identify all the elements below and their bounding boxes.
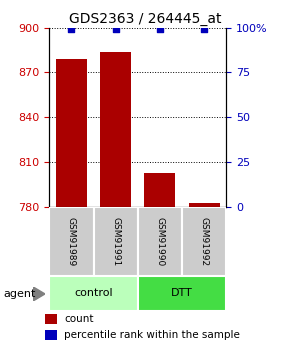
Bar <box>144 172 175 207</box>
Bar <box>45 314 57 324</box>
Bar <box>49 207 93 276</box>
Point <box>157 27 162 32</box>
Bar <box>100 51 131 207</box>
Bar <box>93 207 138 276</box>
Bar <box>49 276 138 310</box>
Point <box>113 27 118 32</box>
Text: DTT: DTT <box>171 288 193 298</box>
Text: GSM91989: GSM91989 <box>67 217 76 266</box>
Bar <box>56 59 87 207</box>
Text: count: count <box>64 314 94 324</box>
Bar <box>182 207 226 276</box>
Bar <box>138 207 182 276</box>
Text: control: control <box>74 288 113 298</box>
Text: GSM91990: GSM91990 <box>155 217 164 266</box>
Text: GSM91991: GSM91991 <box>111 217 120 266</box>
Text: agent: agent <box>3 289 35 299</box>
Text: percentile rank within the sample: percentile rank within the sample <box>64 330 240 340</box>
Point <box>69 27 74 32</box>
Text: GSM91992: GSM91992 <box>200 217 209 266</box>
Bar <box>188 203 220 207</box>
Polygon shape <box>33 287 45 301</box>
Text: GDS2363 / 264445_at: GDS2363 / 264445_at <box>69 12 221 26</box>
Bar <box>45 330 57 340</box>
Point <box>202 27 206 32</box>
Bar <box>138 276 226 310</box>
